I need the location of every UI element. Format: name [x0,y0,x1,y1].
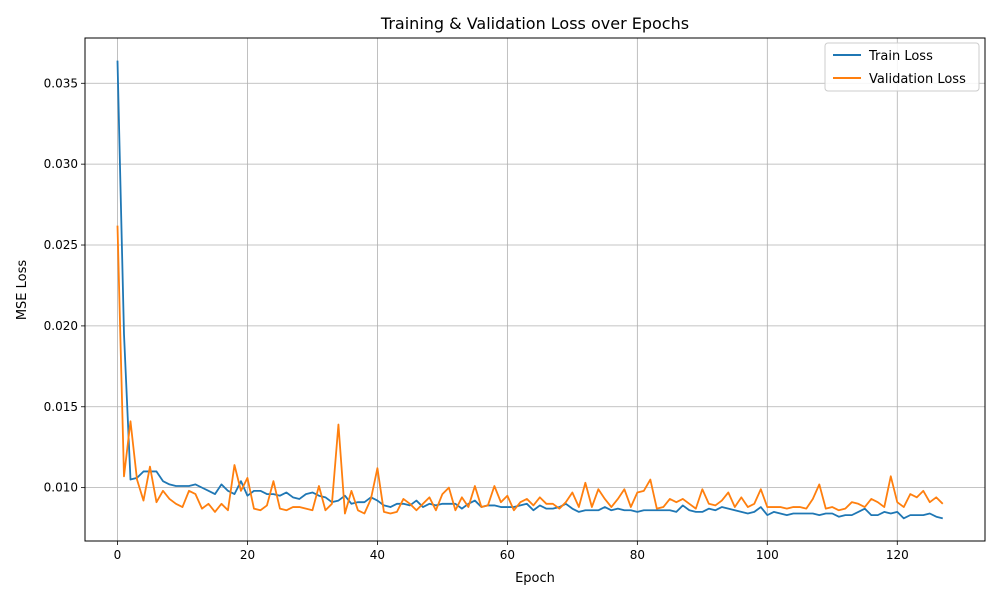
legend: Train Loss Validation Loss [824,42,980,92]
plot-frame [84,37,986,542]
y-tick-label: 0.020 [44,319,78,333]
legend-box [824,42,980,92]
series-line-validation-loss [116,225,944,515]
y-axis-label: MSE Loss [15,260,30,321]
x-tick-label: 60 [500,548,515,562]
series-line-train-loss [116,60,943,520]
x-tick-label: 80 [630,548,645,562]
y-tick-label: 0.030 [44,157,78,171]
grid-lines [85,38,985,541]
y-tick-label: 0.015 [44,400,78,414]
tick-layer: 0 20 40 60 80 100 120 0.010 0.015 0.020 0.025 0.030… [44,76,909,562]
y-tick-label: 0.025 [44,238,78,252]
legend-label-validation-loss: Validation Loss [869,72,966,87]
y-tick-label: 0.035 [44,76,78,90]
chart-title: Training & Validation Loss over Epochs [380,14,689,33]
x-tick-label: 120 [886,548,909,562]
x-tick-label: 0 [114,548,122,562]
x-tick-label: 40 [370,548,385,562]
x-tick-label: 100 [756,548,779,562]
series-layer [116,60,944,520]
y-tick-label: 0.010 [44,481,78,495]
x-tick-label: 20 [240,548,255,562]
legend-label-train-loss: Train Loss [868,49,933,64]
x-axis-label: Epoch [515,571,555,586]
